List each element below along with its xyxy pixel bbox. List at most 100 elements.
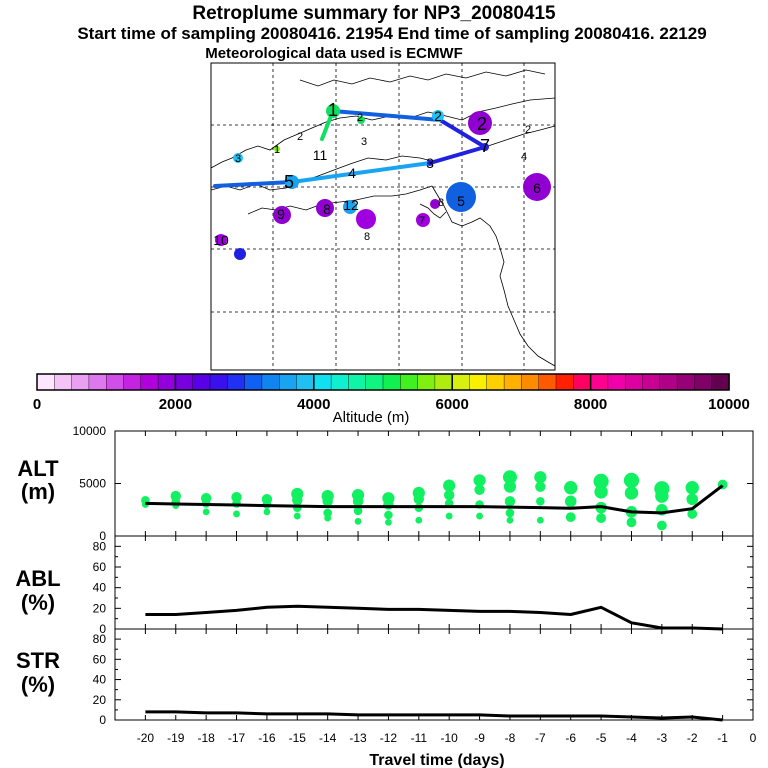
x-tick-label: -4: [626, 731, 637, 745]
plume-cluster-circle: [446, 182, 476, 212]
plume-cluster-circle: [273, 206, 291, 224]
cluster-marker: [476, 512, 483, 520]
x-tick-label: -13: [349, 731, 367, 745]
cluster-marker: [443, 479, 456, 492]
cluster-marker: [445, 512, 453, 520]
colorbar-swatch: [175, 373, 194, 391]
x-tick-label: -6: [565, 731, 576, 745]
cluster-number: 2: [477, 114, 487, 134]
map-coastlines: [210, 69, 556, 367]
cluster-sublabel: 7: [419, 215, 425, 227]
cluster-marker: [502, 470, 517, 485]
colorbar-swatch: [400, 373, 419, 391]
panel-label: ABL: [15, 566, 60, 591]
colorbar-swatch: [244, 373, 263, 391]
cluster-marker: [293, 512, 301, 520]
cluster-marker: [535, 481, 546, 492]
colorbar-swatch: [503, 373, 523, 391]
cluster-marker: [686, 493, 699, 506]
colorbar-swatch: [625, 373, 644, 391]
panel-frame: [114, 535, 754, 630]
cluster-marker: [534, 471, 547, 484]
altitude-colorbar: 0 2000 4000 6000 8000 10000 Altitude (m): [33, 373, 750, 426]
cluster-marker: [624, 486, 639, 500]
y-tick-label: 5000: [79, 477, 106, 491]
x-tick-label: -10: [441, 731, 459, 745]
x-tick-label: -15: [289, 731, 307, 745]
panel-unit: (%): [21, 590, 55, 615]
y-tick-label: 80: [93, 632, 107, 646]
colorbar-swatch: [36, 373, 55, 391]
y-tick-label: 60: [93, 652, 107, 666]
series-line: [145, 484, 724, 515]
colorbar-tick-label: 2000: [159, 396, 192, 413]
colorbar-swatch: [538, 373, 557, 391]
x-tick-label: -8: [505, 731, 516, 745]
cluster-number: 10: [213, 232, 229, 248]
plume-cluster-circle: [481, 143, 489, 151]
x-tick-label: -11: [411, 731, 428, 745]
plume-cluster-circle: [430, 199, 440, 209]
colorbar-tick-labels: 0 2000 4000 6000 8000 10000: [33, 396, 750, 413]
colorbar-swatch: [382, 373, 401, 391]
cluster-marker: [383, 499, 394, 510]
colorbar-swatch: [555, 373, 574, 391]
colorbar-swatch: [209, 373, 228, 391]
x-tick-label: -2: [687, 731, 698, 745]
colorbar-swatch: [71, 373, 90, 391]
cluster-sublabel: 3: [235, 153, 241, 165]
colorbar-label: Altitude (m): [333, 409, 410, 426]
colorbar-swatch: [521, 373, 540, 391]
plume-cluster-circle: [427, 160, 433, 166]
series-line: [145, 710, 723, 722]
cluster-sublabel: 2: [357, 112, 363, 124]
colorbar-swatch: [711, 373, 730, 391]
y-tick-label: 40: [93, 581, 107, 595]
panel-alt: 10000 5000 0 ALT(m): [17, 424, 754, 543]
cluster-marker: [231, 491, 242, 503]
page-title: Retroplume summary for NP3_20080415: [192, 3, 556, 24]
colorbar-swatches: [36, 373, 730, 391]
cluster-sublabel: 3: [361, 136, 367, 148]
cluster-marker: [473, 474, 486, 487]
cluster-number: 3: [426, 155, 434, 171]
colorbar-tick-label: 4000: [297, 396, 330, 413]
panel-label: STR: [16, 648, 60, 673]
colorbar-tick-label: 10000: [708, 396, 750, 413]
colorbar-swatch: [313, 373, 332, 391]
cluster-sublabel: 2: [525, 124, 531, 136]
colorbar-tick-label: 0: [33, 396, 41, 413]
cluster-marker: [233, 510, 240, 518]
plume-cluster-circle: [285, 175, 299, 189]
series-line: [145, 604, 723, 631]
cluster-sublabel: 2: [297, 131, 303, 143]
colorbar-swatch: [694, 373, 713, 391]
colorbar-swatch: [365, 373, 384, 391]
plume-cluster-circle: [468, 111, 492, 135]
plume-cluster-circle: [326, 104, 340, 118]
x-tick-label: 0: [750, 731, 757, 745]
plume-cluster-circle: [356, 209, 376, 229]
colorbar-frame: [36, 373, 730, 391]
cluster-marker: [594, 485, 608, 499]
cluster-marker: [323, 508, 332, 518]
y-tick-label: 10000: [73, 424, 107, 438]
colorbar-swatch: [590, 373, 609, 391]
colorbar-swatch: [192, 373, 211, 391]
plume-cluster-circle: [234, 248, 246, 260]
plume-cluster-circle: [432, 110, 444, 122]
cluster-marker: [292, 495, 303, 506]
met-data-note: Meteorological data used is ECMWF: [205, 45, 463, 62]
cluster-marker: [415, 516, 423, 524]
x-tick-label: -16: [258, 731, 276, 745]
colorbar-tick-label: 8000: [574, 396, 607, 413]
y-tick-label: 0: [99, 529, 106, 543]
cluster-sublabel: 8: [438, 197, 444, 209]
cluster-marker: [474, 484, 485, 495]
y-tick-label: 60: [93, 560, 107, 574]
colorbar-swatch: [157, 373, 177, 391]
cluster-marker: [505, 508, 515, 518]
sampling-times: Start time of sampling 20080416. 21954 E…: [77, 24, 707, 43]
